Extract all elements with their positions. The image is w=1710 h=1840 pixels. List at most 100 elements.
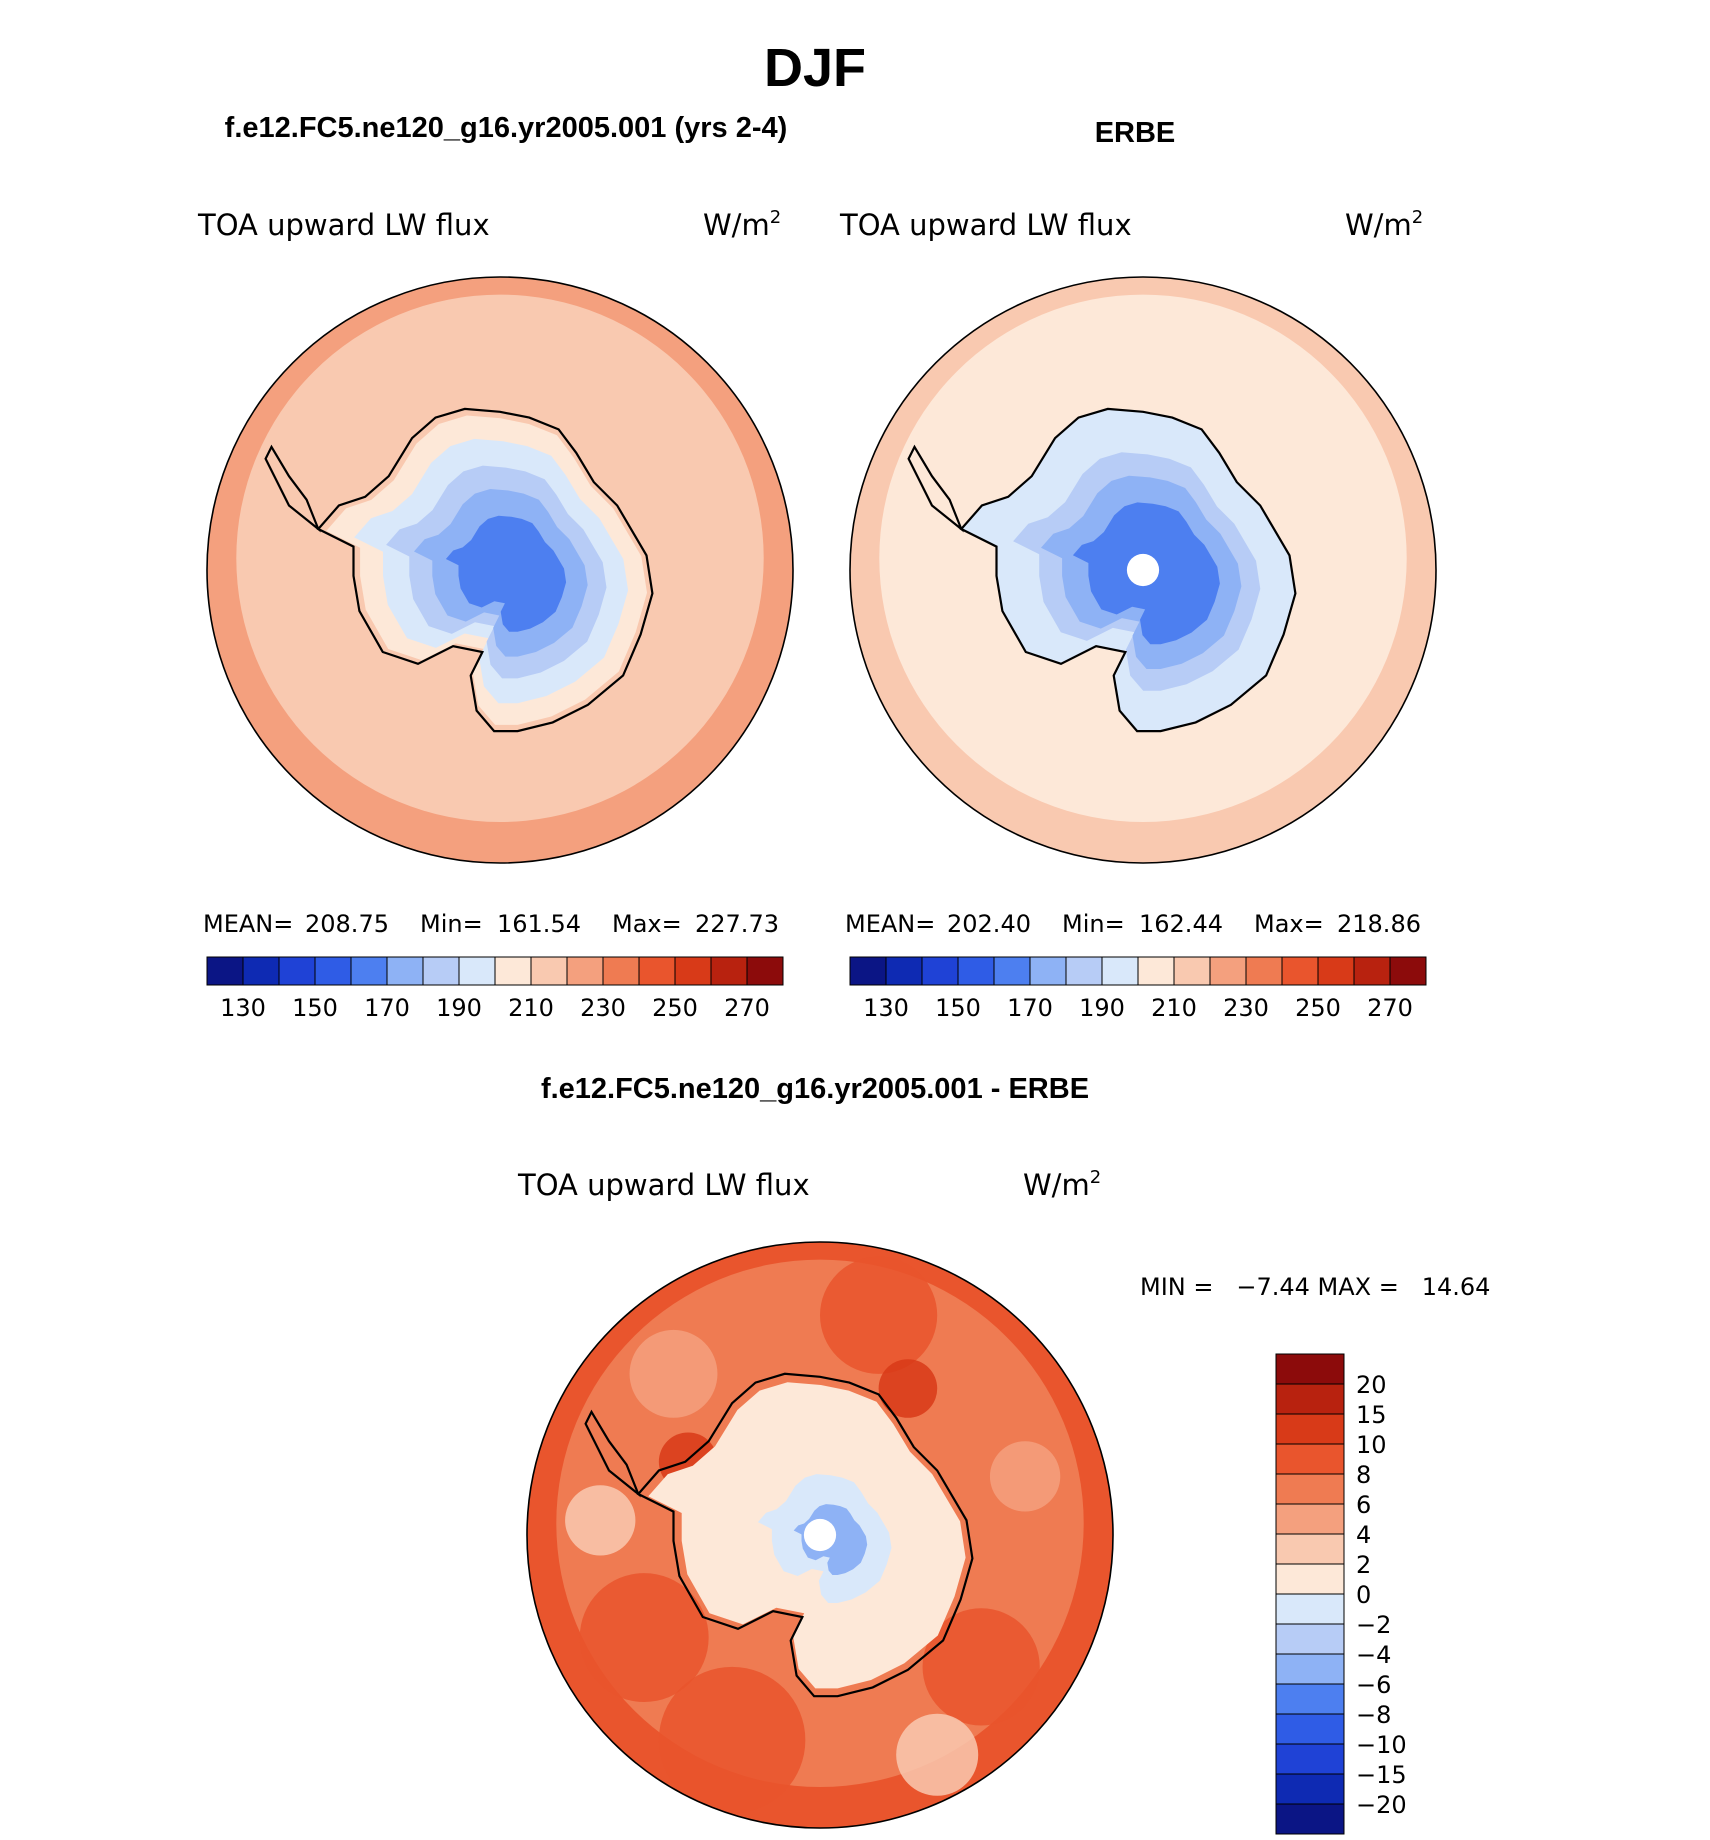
colorbar-box xyxy=(278,956,316,986)
stats-model-min-label: Min= xyxy=(420,910,483,938)
colorbar-tick-label: 0 xyxy=(1356,1581,1371,1609)
stats-model: MEAN= 208.75 Min= 161.54 Max= 227.73 xyxy=(203,910,779,938)
stats-model-max: 227.73 xyxy=(695,910,779,938)
colorbar-box xyxy=(1275,1383,1345,1415)
colorbar-tick-label: 190 xyxy=(436,994,482,1022)
map-anomaly-patch xyxy=(989,1441,1061,1512)
map-pole-missing xyxy=(803,1518,837,1552)
colorbar-box xyxy=(1275,1683,1345,1715)
map-model-border xyxy=(206,276,794,864)
colorbar-box xyxy=(1173,956,1211,986)
colorbar-box xyxy=(350,956,388,986)
colorbar-box xyxy=(566,956,604,986)
stats-obs: MEAN= 202.40 Min= 162.44 Max= 218.86 xyxy=(845,910,1421,938)
colorbar-box xyxy=(1245,956,1283,986)
colorbar-box xyxy=(849,956,887,986)
colorbar-box xyxy=(1275,1803,1345,1835)
colorbar-tick-label: 130 xyxy=(863,994,909,1022)
colorbar-box xyxy=(638,956,676,986)
map-contour-level xyxy=(445,515,567,632)
colorbar-box xyxy=(314,956,352,986)
map-anomaly-patch xyxy=(896,1713,979,1796)
colorbar-tick-label: 170 xyxy=(364,994,410,1022)
stats-obs-max-label: Max= xyxy=(1254,910,1324,938)
colorbar-box xyxy=(993,956,1031,986)
colorbar-tick-label: 230 xyxy=(580,994,626,1022)
colorbar-box xyxy=(386,956,424,986)
colorbar-box xyxy=(1275,1623,1345,1655)
colorbar-tick-label: 270 xyxy=(724,994,770,1022)
panel-obs-variable: TOA upward LW flux xyxy=(839,208,1132,242)
colorbar-box xyxy=(494,956,532,986)
colorbar-tick-label: 4 xyxy=(1356,1521,1371,1549)
panel-model-title: f.e12.FC5.ne120_g16.yr2005.001 (yrs 2-4) xyxy=(225,112,788,144)
colorbar-tick-label: 8 xyxy=(1356,1461,1371,1489)
stats-model-mean-label: MEAN= xyxy=(203,910,293,938)
colorbar-box xyxy=(746,956,784,986)
colorbar-box xyxy=(1065,956,1103,986)
colorbar-box xyxy=(242,956,280,986)
colorbar-tick-label: 250 xyxy=(652,994,698,1022)
colorbar-tick-label: −20 xyxy=(1356,1791,1407,1819)
colorbar-box xyxy=(1275,1713,1345,1745)
colorbar-box xyxy=(1275,1413,1345,1445)
colorbar-box xyxy=(1281,956,1319,986)
colorbar-box xyxy=(602,956,640,986)
panel-obs: ERBE TOA upward LW flux W/m2 MEAN= 202.4… xyxy=(839,117,1437,1022)
colorbar-box xyxy=(1275,1473,1345,1505)
colorbar-box xyxy=(458,956,496,986)
colorbar-box xyxy=(1029,956,1067,986)
map-coastline xyxy=(316,407,654,733)
colorbar-box xyxy=(1101,956,1139,986)
colorbar-tick-label: 170 xyxy=(1007,994,1053,1022)
colorbar-tick-label: 130 xyxy=(220,994,266,1022)
stats-obs-max: 218.86 xyxy=(1337,910,1421,938)
colorbar-tick-label: 210 xyxy=(1151,994,1197,1022)
colorbar-box xyxy=(1389,956,1427,986)
colorbar-box xyxy=(1275,1443,1345,1475)
map-anomaly-patch xyxy=(878,1359,938,1418)
colorbar-obs: 130 150 170 190 210 230 250 270 xyxy=(849,956,1427,1022)
colorbar-box xyxy=(674,956,712,986)
colorbar-tick-label: 2 xyxy=(1356,1551,1371,1579)
stats-obs-min: 162.44 xyxy=(1139,910,1223,938)
map-coastline xyxy=(959,407,1297,733)
colorbar-tick-label: −6 xyxy=(1356,1671,1391,1699)
colorbar-tick-label: 270 xyxy=(1367,994,1413,1022)
colorbar-box xyxy=(1275,1353,1345,1385)
stats-model-mean: 208.75 xyxy=(305,910,389,938)
panel-model-units: W/m2 xyxy=(703,207,781,242)
colorbar-tick-label: 6 xyxy=(1356,1491,1371,1519)
colorbar-box xyxy=(1275,1563,1345,1595)
colorbar-tick-label: 150 xyxy=(935,994,981,1022)
panel-obs-title: ERBE xyxy=(1095,117,1176,149)
panel-diff-units: W/m2 xyxy=(1023,1167,1101,1202)
map-obs-border xyxy=(849,276,1437,864)
colorbar-tick-label: 20 xyxy=(1356,1371,1387,1399)
colorbar-tick-label: −10 xyxy=(1356,1731,1407,1759)
map-coastline-peninsula xyxy=(264,444,321,533)
map-anomaly-patch xyxy=(629,1329,718,1418)
map-anomaly-patch xyxy=(820,1256,938,1374)
map-diff xyxy=(527,1242,1113,1828)
colorbar-box xyxy=(1209,956,1247,986)
stats-model-min: 161.54 xyxy=(497,910,581,938)
map-coastline-peninsula xyxy=(584,1409,641,1498)
colorbar-box xyxy=(957,956,995,986)
panel-diff-variable: TOA upward LW flux xyxy=(517,1168,810,1202)
colorbar-box xyxy=(206,956,244,986)
map-coastline xyxy=(636,1372,974,1698)
panel-model-variable: TOA upward LW flux xyxy=(197,208,490,242)
panel-diff: f.e12.FC5.ne120_g16.yr2005.001 - ERBE TO… xyxy=(517,1073,1490,1835)
colorbar-box xyxy=(422,956,460,986)
colorbar-tick-label: −8 xyxy=(1356,1701,1391,1729)
map-anomaly-patch xyxy=(579,1573,709,1703)
colorbar-tick-label: −15 xyxy=(1356,1761,1407,1789)
stats-obs-mean-label: MEAN= xyxy=(845,910,935,938)
panel-diff-title: f.e12.FC5.ne120_g16.yr2005.001 - ERBE xyxy=(541,1073,1089,1105)
colorbar-box xyxy=(1275,1503,1345,1535)
colorbar-box xyxy=(1275,1593,1345,1625)
colorbar-tick-label: 190 xyxy=(1079,994,1125,1022)
